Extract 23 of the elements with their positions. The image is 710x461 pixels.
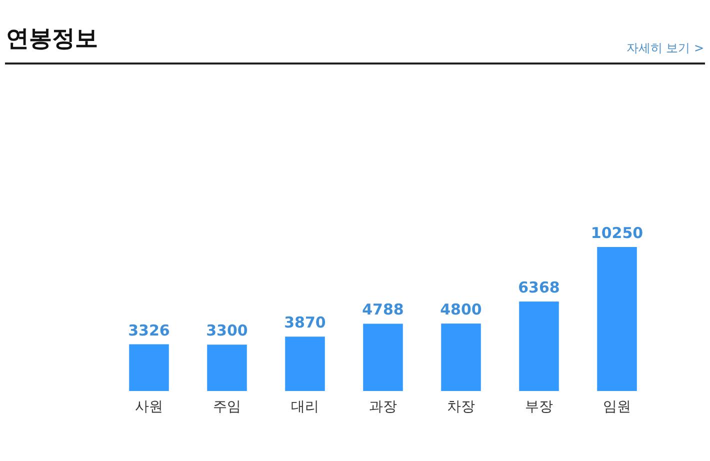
bar (129, 344, 169, 391)
data-label: 4788 (362, 300, 404, 319)
x-tick-label: 사원 (135, 398, 163, 415)
text: 자세히 보기 > (626, 41, 704, 55)
bar (363, 324, 403, 391)
data-label: 4800 (440, 300, 482, 319)
x-tick-label: 과장 (369, 398, 397, 415)
bar (285, 336, 325, 391)
data-label: 3326 (128, 321, 170, 340)
chart-title: 연봉정보 (6, 26, 98, 52)
data-label: 10250 (590, 224, 644, 242)
x-tick-label: 부장 (525, 398, 553, 415)
x-tick-label: 임원 (603, 398, 631, 415)
data-label: 3300 (206, 322, 248, 340)
bar (519, 302, 559, 391)
bar (207, 344, 247, 391)
x-tick-label: 대리 (291, 398, 319, 415)
x-tick-label: 차장 (447, 398, 475, 415)
bar (441, 324, 481, 391)
bar (597, 247, 637, 391)
data-label: 3870 (284, 314, 326, 332)
x-tick-label: 주임 (213, 398, 241, 415)
data-label: 6368 (518, 278, 560, 297)
